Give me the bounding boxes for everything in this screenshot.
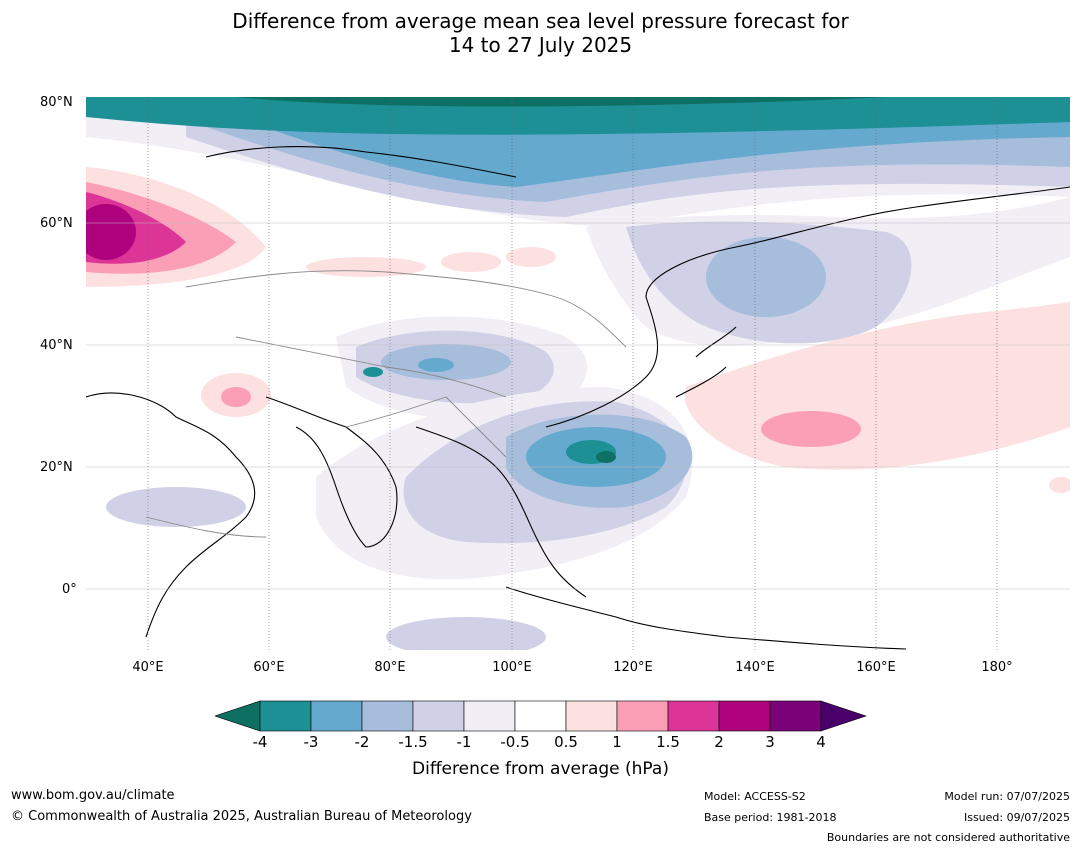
colorbar-cell: [361, 700, 414, 732]
colorbar-tick-label: 3: [765, 733, 775, 751]
anomaly-region-scandinavia-core: [86, 204, 136, 260]
footer-model-run: Model run: 07/07/2025: [944, 790, 1070, 803]
chart-title-line2: 14 to 27 July 2025: [448, 33, 633, 57]
colorbar-cell: [616, 700, 669, 732]
lon-label-100e: 100°E: [492, 660, 532, 675]
colorbar-cell: [259, 700, 312, 732]
footer-model: Model: ACCESS-S2: [704, 790, 806, 803]
colorbar-cell: [769, 700, 822, 732]
colorbar-cell: [667, 700, 720, 732]
colorbar-tick-label: -1: [456, 733, 472, 751]
pressure-anomaly-map: [86, 97, 1070, 650]
colorbar-tick-label: -0.5: [500, 733, 530, 751]
colorbar: [215, 700, 867, 732]
colorbar-cell: [310, 700, 363, 732]
colorbar-tick-label: 0.5: [554, 733, 578, 751]
colorbar-label: Difference from average (hPa): [412, 759, 669, 779]
footer-issued: Issued: 09/07/2025: [963, 811, 1070, 824]
colorbar-arrow-high: [820, 700, 867, 732]
lon-label-160e: 160°E: [856, 660, 896, 675]
anomaly-region-tibet-teal: [363, 367, 383, 377]
anomaly-region-siberia-pos3: [506, 247, 556, 267]
anomaly-region-tibet-strong: [418, 358, 454, 372]
footer-base-period: Base period: 1981-2018: [704, 811, 837, 824]
lat-label-0: 0°: [62, 582, 77, 597]
anomaly-region-scs-darkteal: [596, 451, 616, 463]
anomaly-region-pacific-east: [1049, 477, 1070, 493]
anomaly-region-pacific-pink: [761, 411, 861, 447]
country-borders: [145, 270, 627, 538]
lon-label-80e: 80°E: [374, 660, 406, 675]
lon-label-140e: 140°E: [735, 660, 775, 675]
colorbar-cell: [514, 700, 567, 732]
lat-label-60n: 60°N: [40, 216, 73, 231]
anomaly-region-arctic-darkteal: [236, 97, 886, 107]
anomaly-region-arabia-neg: [106, 487, 246, 527]
colorbar-arrow-low: [215, 700, 261, 732]
colorbar-tick-label: -2: [354, 733, 370, 751]
colorbar-cell: [565, 700, 618, 732]
graticule-lat-lines: [86, 222, 1070, 590]
footer-url[interactable]: www.bom.gov.au/climate: [11, 788, 175, 803]
colorbar-cell: [412, 700, 465, 732]
colorbar-tick-label: 1.5: [656, 733, 680, 751]
colorbar-tick-label: -3: [303, 733, 319, 751]
anomaly-region-iran-pink: [221, 387, 251, 407]
lon-label-60e: 60°E: [253, 660, 285, 675]
anomaly-region-siberia-pos1: [306, 257, 426, 277]
lon-label-120e: 120°E: [613, 660, 653, 675]
colorbar-tick-label: 2: [714, 733, 724, 751]
colorbar-cell: [463, 700, 516, 732]
lon-label-40e: 40°E: [132, 660, 164, 675]
footer-disclaimer: Boundaries are not considered authoritat…: [826, 831, 1070, 844]
graticule-lon-lines: [147, 97, 998, 650]
colorbar-tick-label: -4: [252, 733, 268, 751]
chart-title-line1: Difference from average mean sea level p…: [232, 9, 849, 33]
lat-label-40n: 40°N: [40, 338, 73, 353]
colorbar-tick-label: 1: [612, 733, 622, 751]
lon-label-180: 180°: [981, 660, 1013, 675]
colorbar-tick-label: -1.5: [398, 733, 428, 751]
lat-label-80n: 80°N: [40, 95, 73, 110]
anomaly-region-northeast-asia-blue: [706, 237, 826, 317]
coastlines: [86, 145, 1070, 650]
lat-label-20n: 20°N: [40, 460, 73, 475]
colorbar-tick-label: 4: [816, 733, 826, 751]
anomaly-region-india-neg: [386, 617, 546, 650]
footer-copyright: © Commonwealth of Australia 2025, Austra…: [11, 809, 472, 824]
colorbar-cell: [718, 700, 771, 732]
anomaly-region-arctic-teal: [86, 97, 1070, 135]
anomaly-region-siberia-pos2: [441, 252, 501, 272]
